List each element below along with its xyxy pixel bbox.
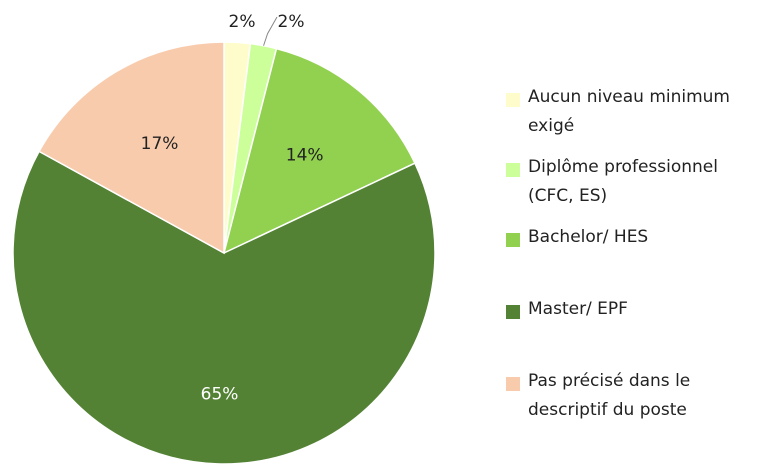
- legend-item: Pas précisé dans le descriptif du poste: [506, 371, 756, 425]
- data-label: 65%: [201, 384, 239, 404]
- pie-slice: [38, 41, 225, 255]
- legend-label: Master/ EPF: [528, 299, 628, 319]
- data-label: 2%: [229, 12, 256, 32]
- legend-item: Bachelor/ HES: [506, 227, 756, 252]
- legend-item: Aucun niveau minimum exigé: [506, 87, 756, 141]
- legend-swatch: [506, 233, 520, 247]
- legend-swatch: [506, 93, 520, 107]
- data-label: 2%: [278, 12, 305, 32]
- legend-swatch: [506, 163, 520, 177]
- leader-line: [263, 16, 278, 46]
- legend-label: Bachelor/ HES: [528, 227, 649, 247]
- pie-slice: [222, 47, 416, 255]
- legend-label: Pas précisé dans le descriptif du poste: [528, 371, 691, 420]
- legend-swatch: [506, 305, 520, 319]
- legend-item: Master/ EPF: [506, 299, 756, 324]
- legend-label: Aucun niveau minimum exigé: [528, 87, 730, 136]
- data-label: 14%: [286, 145, 324, 165]
- data-label: 17%: [141, 134, 179, 154]
- legend-swatch: [506, 377, 520, 391]
- legend-label: Diplôme professionnel (CFC, ES): [528, 157, 718, 206]
- legend-item: Diplôme professionnel (CFC, ES): [506, 157, 756, 211]
